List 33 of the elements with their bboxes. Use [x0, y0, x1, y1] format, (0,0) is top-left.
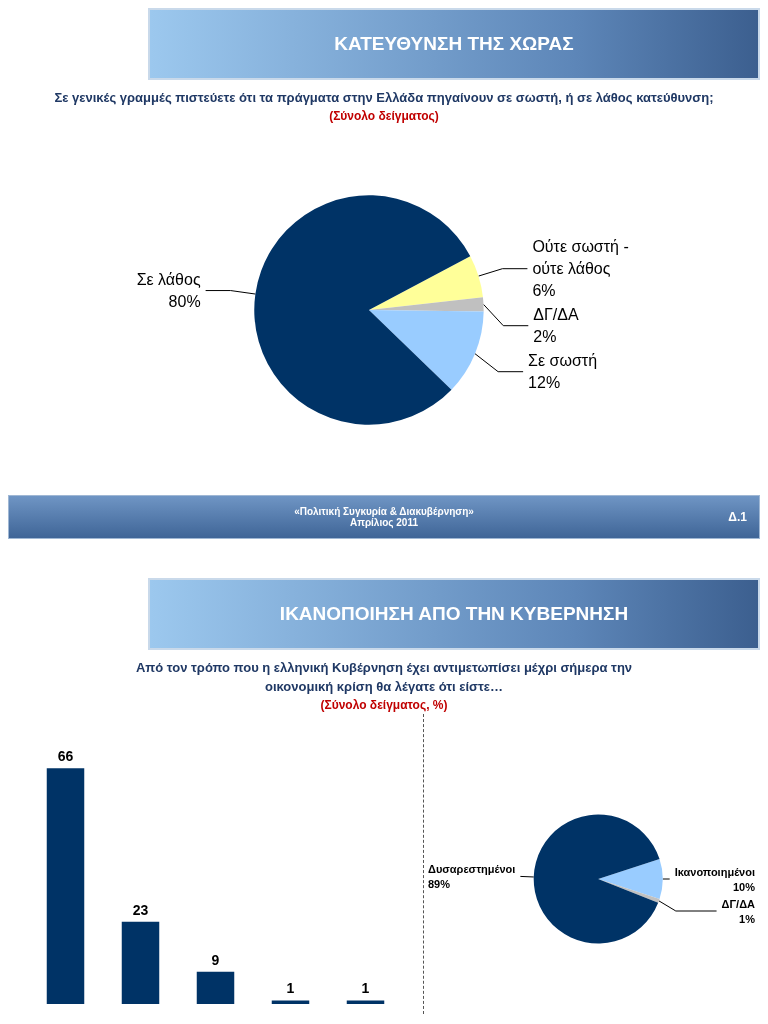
- data-label: 12%: [528, 374, 561, 392]
- text: (Σύνολο δείγματος): [328, 108, 440, 125]
- text: ΙΚΑΝΟΠΟΙΗΣΗ ΑΠΟ ΤΗΝ ΚΥΒΕΡΝΗΣΗ: [148, 578, 760, 650]
- data-label: 1: [286, 980, 295, 997]
- text: (Σύνολο δείγματος, %): [319, 697, 449, 714]
- slice-label: Σε σωστή: [528, 352, 598, 370]
- slice-label: Σε λάθος: [136, 271, 201, 289]
- data-label: 66: [57, 748, 74, 765]
- data-label: 6%: [532, 282, 556, 300]
- data-label: 89%: [428, 877, 451, 890]
- slice-label: Ικανοποιημένοι: [674, 865, 755, 878]
- data-label: 1%: [739, 912, 756, 925]
- bar: [46, 768, 85, 1004]
- data-label: 9: [211, 951, 220, 968]
- slice-label: Δυσαρεστημένοι: [428, 862, 516, 875]
- chart-subtitle: Από τον τρόπο που η ελληνική Κυβέρνηση έχει αντιμετωπίσει μέχρι σήμερα την οικονομική κρίση θα λέγατε ότι είστε…: [134, 659, 634, 696]
- text: «Πολιτική Συγκυρία & Διακυβέρνηση»: [294, 506, 474, 517]
- slice-label: ΔΓ/ΔΑ: [721, 897, 756, 910]
- bar: [271, 1000, 310, 1004]
- data-label: 2%: [533, 328, 557, 346]
- bar: [346, 1000, 385, 1004]
- data-label: 23: [132, 901, 149, 918]
- data-label: 80%: [168, 293, 201, 311]
- chart-subtitle: Σε γενικές γραμμές πιστεύετε ότι τα πράγματα στην Ελλάδα πηγαίνουν σε σωστή, ή σε λάθος κατεύθυνση;: [53, 89, 715, 107]
- data-label: 10%: [732, 880, 756, 893]
- text: Απρίλιος 2011: [350, 517, 418, 528]
- data-label: 1: [361, 980, 370, 997]
- slice-label: Ούτε σωστή - ούτε λάθος: [532, 238, 634, 278]
- text: Δ.1: [728, 510, 747, 524]
- chart-title: ΚΑΤΕΥΘΥΝΣΗ ΤΗΣ ΧΩΡΑΣ: [148, 8, 760, 80]
- slice-label: ΔΓ/ΔΑ: [533, 306, 579, 324]
- bar: [121, 921, 160, 1004]
- bar: [196, 971, 235, 1004]
